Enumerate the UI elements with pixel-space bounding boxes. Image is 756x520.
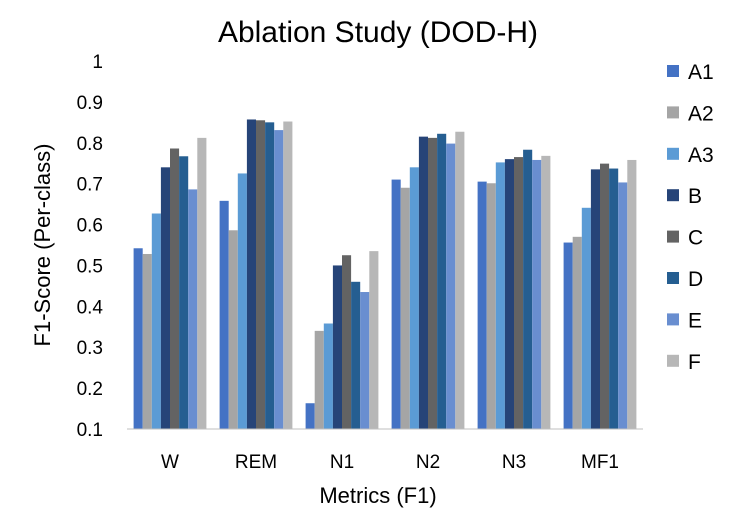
bar-b-n1 — [332, 265, 342, 429]
bar-a2-n2 — [400, 187, 410, 429]
y-tick-label: 0.4 — [77, 297, 104, 318]
legend-label-d: D — [688, 268, 703, 291]
bar-f-w — [197, 137, 207, 430]
bar-f-n2 — [455, 131, 465, 429]
legend-swatch-a3 — [667, 147, 679, 160]
bars-group — [133, 119, 637, 430]
legend-swatch-b — [667, 189, 679, 202]
bar-b-n2 — [418, 136, 428, 429]
bar-f-n3 — [541, 155, 551, 429]
chart-title: Ablation Study (DOD-H) — [218, 16, 538, 49]
bar-b-mf1 — [590, 169, 600, 429]
bar-d-rem — [265, 122, 275, 429]
bar-a1-n3 — [477, 181, 487, 429]
legend-label-a2: A2 — [688, 102, 714, 125]
y-tick-label: 0.5 — [77, 256, 103, 277]
bar-a2-n3 — [486, 183, 496, 429]
bar-d-n2 — [437, 133, 447, 429]
y-tick-label: 0.2 — [77, 379, 103, 400]
bar-a3-n3 — [495, 162, 505, 429]
bar-a1-mf1 — [563, 242, 573, 429]
bar-a3-n1 — [323, 323, 333, 429]
legend-label-a3: A3 — [688, 144, 714, 167]
bar-f-rem — [283, 121, 293, 429]
bar-a1-rem — [219, 200, 229, 429]
x-tick-label: N2 — [416, 452, 440, 473]
bar-a2-mf1 — [572, 236, 582, 429]
bar-c-rem — [256, 120, 266, 430]
legend-label-c: C — [688, 227, 703, 250]
x-tick-label: N3 — [502, 452, 526, 473]
legend-label-f: F — [688, 351, 701, 374]
y-tick-label: 0.9 — [77, 93, 103, 114]
x-axis-title: Metrics (F1) — [319, 483, 436, 508]
bar-d-n1 — [351, 281, 361, 429]
bar-e-w — [188, 189, 198, 429]
bar-a2-n1 — [314, 330, 324, 429]
y-tick-label: 0.7 — [77, 175, 103, 196]
bar-a3-rem — [237, 173, 247, 429]
x-tick-label: W — [161, 452, 179, 473]
legend-swatch-a2 — [667, 106, 679, 119]
x-tick-label: MF1 — [581, 452, 619, 473]
bar-a1-w — [133, 248, 143, 429]
x-tick-label: REM — [235, 452, 277, 473]
bar-f-n1 — [369, 251, 379, 429]
legend-label-e: E — [688, 309, 702, 332]
bar-e-mf1 — [618, 182, 628, 429]
y-tick-label: 0.1 — [77, 420, 103, 441]
bar-b-rem — [246, 119, 256, 430]
legend-swatch-e — [667, 313, 679, 326]
legend-swatch-c — [667, 230, 679, 243]
bar-d-mf1 — [609, 168, 619, 429]
bar-c-mf1 — [600, 163, 610, 429]
bar-a2-rem — [228, 230, 238, 429]
bar-b-n3 — [504, 159, 514, 429]
bar-d-w — [179, 156, 189, 429]
bar-a2-w — [142, 253, 152, 429]
bar-e-n2 — [446, 143, 456, 429]
y-tick-label: 1 — [92, 52, 103, 73]
legend-swatch-a1 — [667, 65, 679, 77]
bar-a3-w — [151, 213, 161, 429]
bar-c-n3 — [514, 157, 524, 430]
y-tick-label: 0.6 — [77, 216, 103, 237]
x-tick-label: N1 — [330, 452, 354, 473]
bar-c-n1 — [342, 255, 352, 429]
bar-a3-n2 — [409, 167, 419, 430]
bar-e-rem — [274, 130, 284, 429]
y-tick-label: 0.3 — [77, 338, 103, 359]
bar-a1-n2 — [391, 179, 401, 429]
bar-a1-n1 — [305, 403, 315, 429]
legend-swatch-f — [667, 354, 679, 367]
x-axis-ticks: W REM N1 N2 N3 MF1 — [161, 452, 619, 473]
y-tick-label: 0.8 — [77, 134, 103, 155]
legend-label-a1: A1 — [688, 61, 714, 84]
bar-e-n3 — [532, 159, 542, 429]
bar-a3-mf1 — [581, 207, 591, 429]
bar-f-mf1 — [627, 159, 637, 429]
y-axis-ticks: 0.1 0.2 0.3 0.4 0.5 0.6 0.7 0.8 0.9 1 — [77, 52, 104, 441]
bar-c-n2 — [428, 137, 438, 430]
bar-c-w — [170, 148, 180, 429]
legend-swatch-d — [667, 272, 679, 284]
y-axis-title: F1-Score (Per-class) — [30, 144, 55, 347]
bar-b-w — [160, 167, 170, 430]
bar-e-n1 — [360, 292, 370, 429]
legend-label-b: B — [688, 185, 702, 208]
bar-d-n3 — [523, 149, 533, 429]
